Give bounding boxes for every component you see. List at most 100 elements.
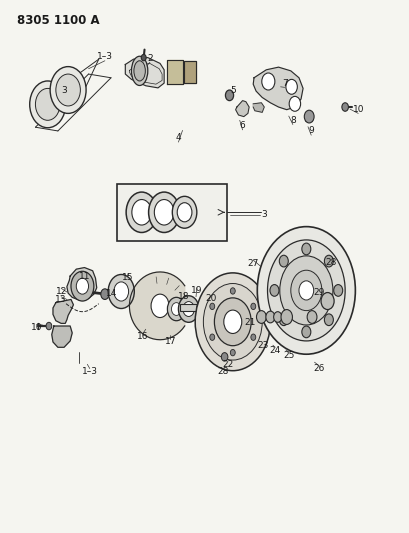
Circle shape xyxy=(288,96,300,111)
Circle shape xyxy=(303,110,313,123)
Text: 1–3: 1–3 xyxy=(97,52,112,61)
Text: 26: 26 xyxy=(312,364,324,373)
Circle shape xyxy=(298,281,313,300)
Circle shape xyxy=(101,289,109,300)
Text: 4: 4 xyxy=(175,133,181,142)
Text: 5: 5 xyxy=(229,85,235,94)
Text: 14: 14 xyxy=(106,289,117,298)
Circle shape xyxy=(324,314,333,326)
Circle shape xyxy=(256,311,265,324)
Text: 9: 9 xyxy=(308,126,313,135)
Text: 28: 28 xyxy=(324,258,336,266)
Text: 23: 23 xyxy=(257,341,268,350)
Polygon shape xyxy=(253,103,264,112)
Ellipse shape xyxy=(134,61,145,81)
Text: 2: 2 xyxy=(147,54,152,62)
Text: 7: 7 xyxy=(281,78,287,87)
Circle shape xyxy=(195,273,270,370)
Circle shape xyxy=(50,67,86,114)
Circle shape xyxy=(178,296,198,322)
Circle shape xyxy=(279,255,288,267)
Circle shape xyxy=(333,285,342,296)
Circle shape xyxy=(285,79,297,94)
Text: 13: 13 xyxy=(55,295,67,304)
Circle shape xyxy=(46,322,52,330)
Ellipse shape xyxy=(207,304,216,313)
Text: 6: 6 xyxy=(239,121,245,130)
Text: 17: 17 xyxy=(164,337,175,346)
Circle shape xyxy=(132,199,151,225)
Bar xyxy=(180,304,247,311)
Circle shape xyxy=(203,284,262,360)
Text: 3: 3 xyxy=(61,85,67,94)
Text: 18: 18 xyxy=(178,292,189,301)
Polygon shape xyxy=(167,60,182,84)
Polygon shape xyxy=(67,268,97,301)
Circle shape xyxy=(76,278,88,294)
Circle shape xyxy=(214,298,251,346)
Circle shape xyxy=(301,243,310,255)
Circle shape xyxy=(324,255,333,267)
Circle shape xyxy=(221,353,227,361)
Circle shape xyxy=(200,303,208,314)
Text: 3: 3 xyxy=(261,211,267,220)
Circle shape xyxy=(151,294,169,318)
Text: 11: 11 xyxy=(79,272,90,280)
Bar xyxy=(117,183,226,241)
Circle shape xyxy=(209,303,214,310)
Circle shape xyxy=(56,74,80,106)
Polygon shape xyxy=(53,300,73,324)
Text: 21: 21 xyxy=(244,318,255,327)
Circle shape xyxy=(261,73,274,90)
Polygon shape xyxy=(183,61,196,83)
Circle shape xyxy=(257,227,355,354)
Text: 29: 29 xyxy=(312,287,324,296)
Circle shape xyxy=(320,293,333,310)
Circle shape xyxy=(108,274,134,309)
Circle shape xyxy=(148,192,179,232)
Circle shape xyxy=(223,310,241,334)
Circle shape xyxy=(141,54,146,61)
Circle shape xyxy=(225,90,233,101)
Circle shape xyxy=(172,196,196,228)
Circle shape xyxy=(209,334,214,341)
Circle shape xyxy=(279,256,332,325)
Circle shape xyxy=(230,288,235,294)
Polygon shape xyxy=(52,326,72,348)
Text: 1–3: 1–3 xyxy=(81,367,97,376)
Circle shape xyxy=(250,303,255,310)
Ellipse shape xyxy=(131,56,147,85)
Polygon shape xyxy=(235,101,249,117)
Text: 10: 10 xyxy=(352,104,363,114)
Circle shape xyxy=(265,311,274,323)
Circle shape xyxy=(114,282,128,301)
Text: 25: 25 xyxy=(283,351,294,360)
Circle shape xyxy=(269,285,278,296)
Text: 8: 8 xyxy=(289,116,295,125)
Circle shape xyxy=(35,88,60,120)
Text: 10: 10 xyxy=(31,323,42,332)
Circle shape xyxy=(250,334,255,341)
Text: 28: 28 xyxy=(217,367,229,376)
Text: 12: 12 xyxy=(55,287,67,296)
Circle shape xyxy=(267,240,344,341)
Text: 24: 24 xyxy=(269,346,280,355)
Circle shape xyxy=(273,312,281,322)
Circle shape xyxy=(230,350,235,356)
Circle shape xyxy=(177,203,191,222)
Circle shape xyxy=(306,311,316,324)
Polygon shape xyxy=(125,58,164,88)
Circle shape xyxy=(182,302,194,317)
Text: 22: 22 xyxy=(222,360,234,369)
Polygon shape xyxy=(129,272,184,340)
Circle shape xyxy=(290,270,321,311)
Polygon shape xyxy=(253,67,302,110)
Text: 19: 19 xyxy=(191,286,202,295)
Circle shape xyxy=(71,271,94,301)
Circle shape xyxy=(29,81,65,128)
Circle shape xyxy=(126,192,157,232)
Circle shape xyxy=(301,326,310,338)
Circle shape xyxy=(279,314,288,326)
Circle shape xyxy=(280,310,292,325)
Circle shape xyxy=(196,299,211,318)
